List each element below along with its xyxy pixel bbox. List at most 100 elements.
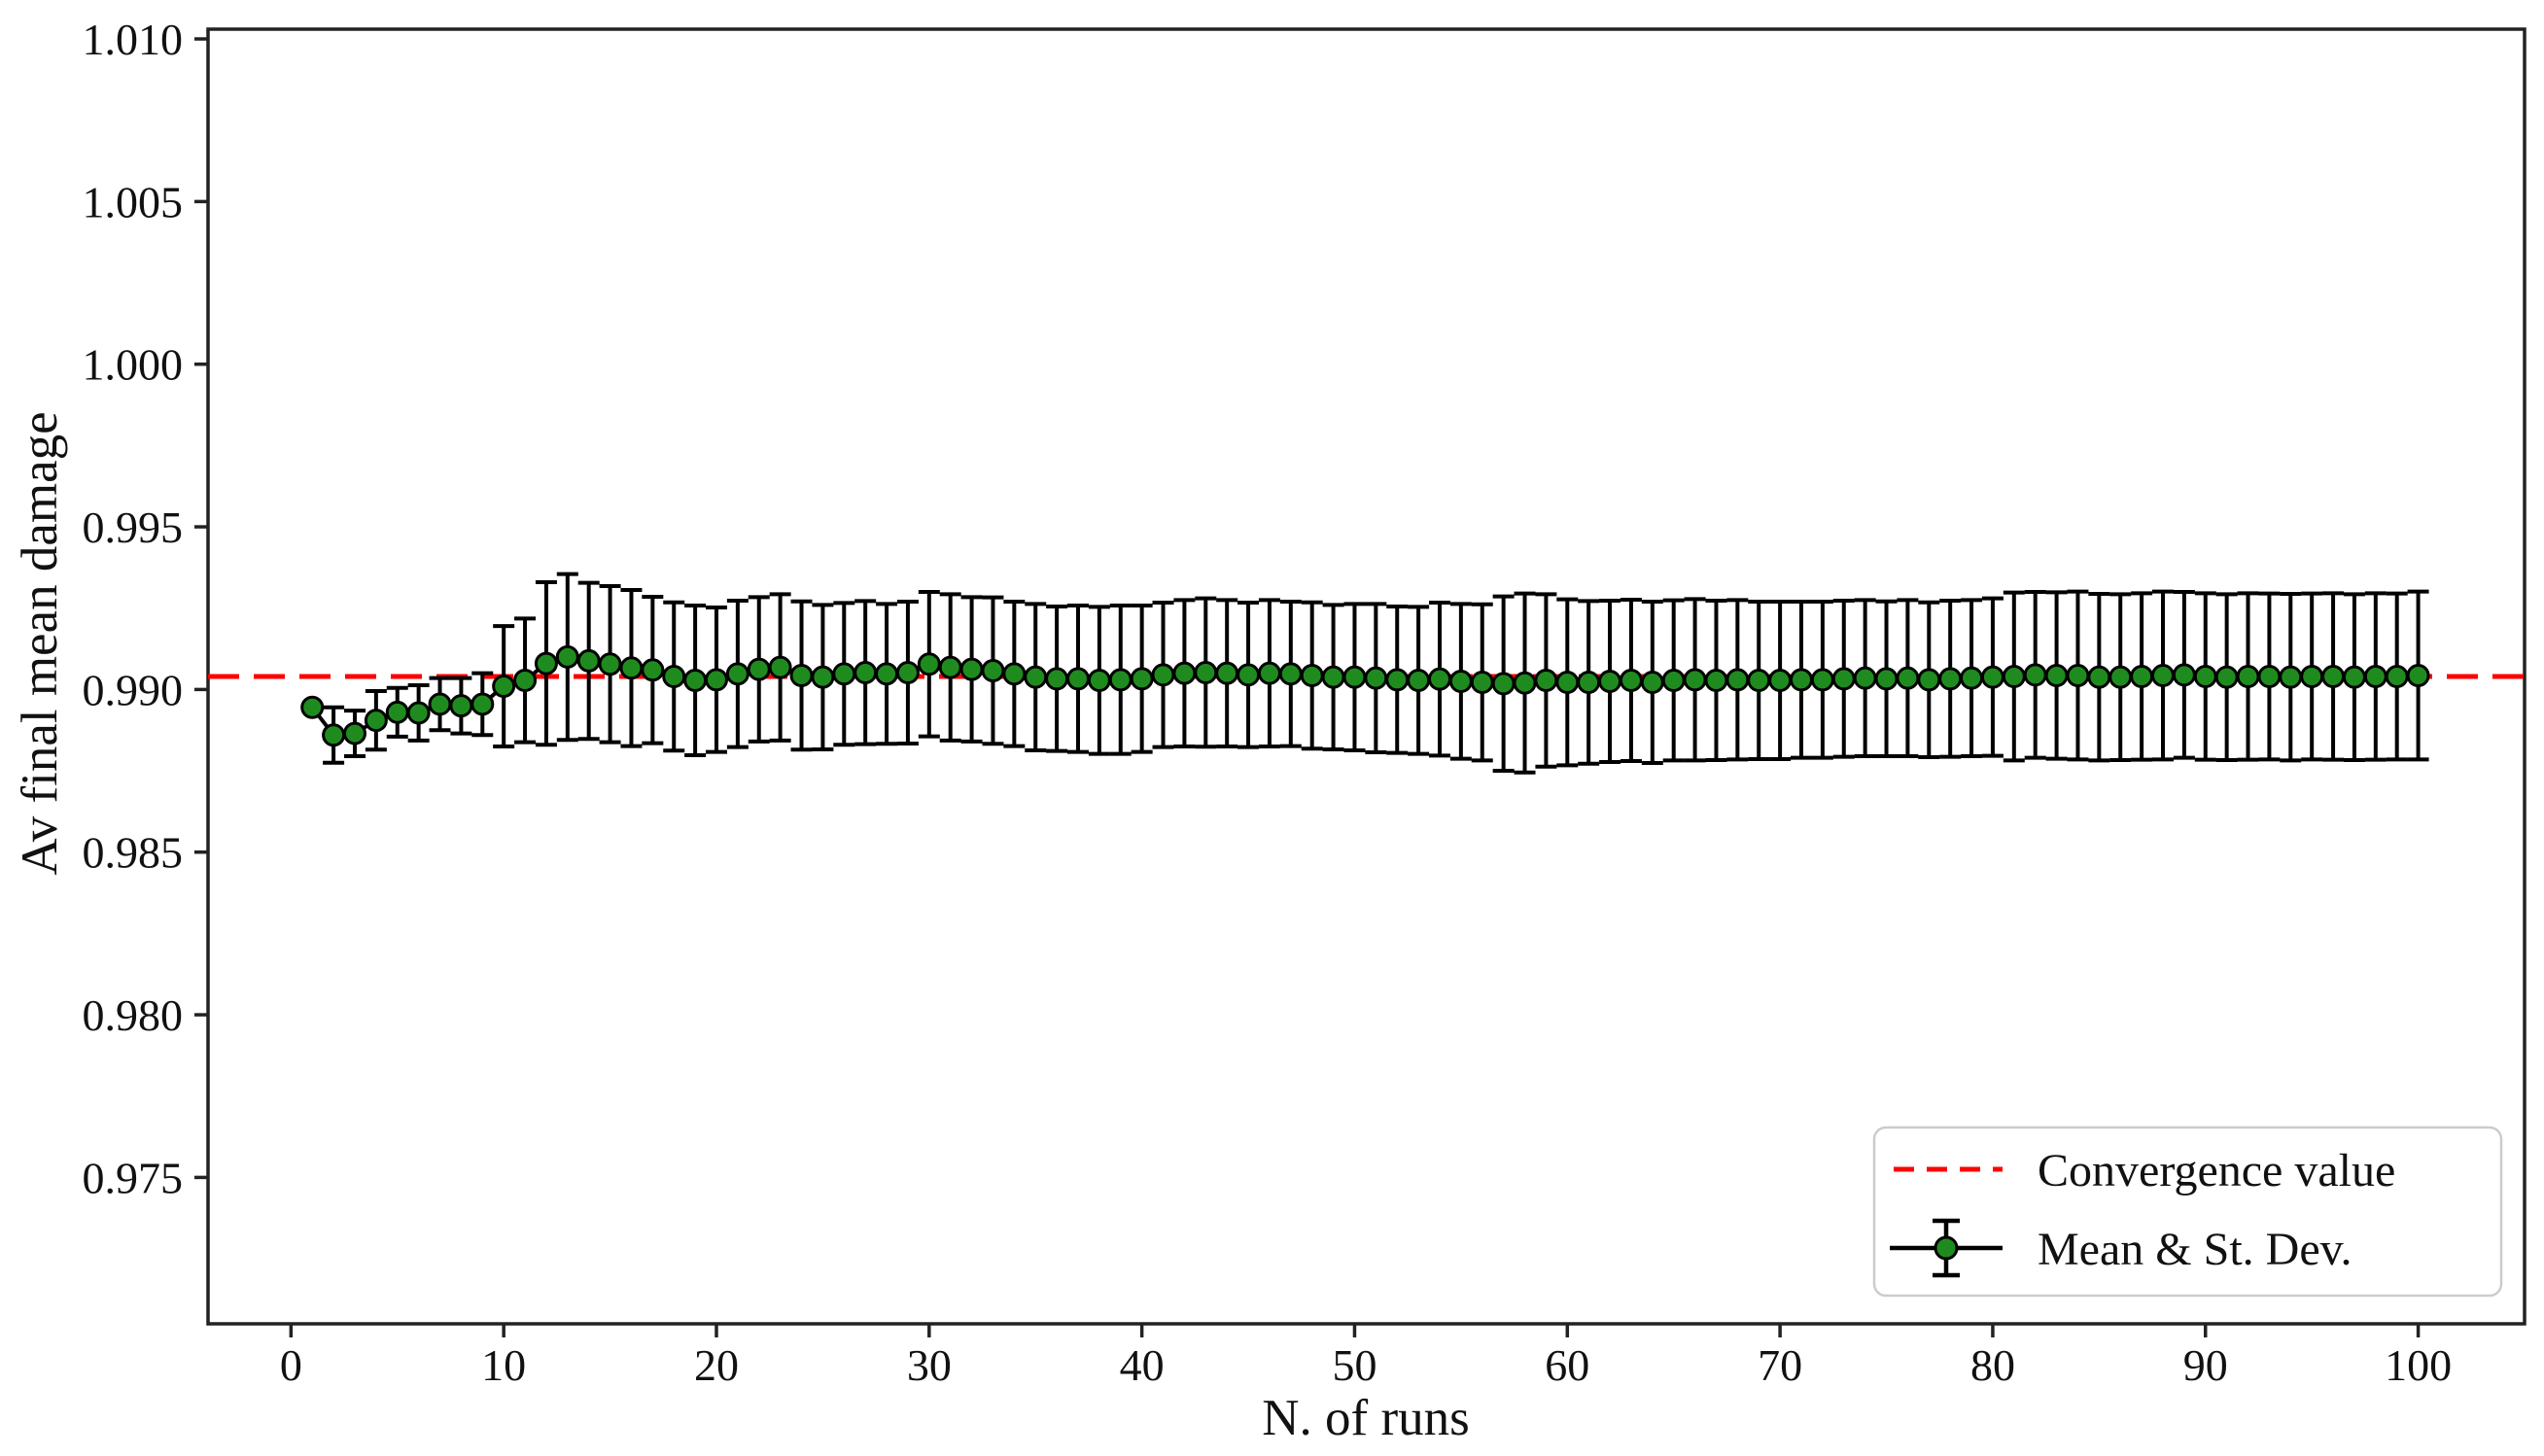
data-point-marker [1598,670,1622,694]
data-point-marker [1427,667,1451,691]
legend: Convergence value Mean & St. Dev. [1872,1126,2503,1298]
data-point-marker [875,662,899,686]
x-tick-label: 20 [694,1340,739,1390]
data-point-marker [1938,667,1963,691]
data-point-marker [385,700,409,724]
data-point-marker [2236,665,2260,688]
data-point-marker [1619,669,1643,693]
x-tick-label: 50 [1332,1340,1377,1390]
data-point-marker [1810,668,1834,692]
data-point-marker [768,655,792,679]
data-point-marker [364,709,388,733]
data-point-marker [641,658,665,682]
data-point-marker [1002,662,1027,686]
data-point-marker [2150,663,2175,687]
data-point-marker [1960,666,1984,690]
y-tick-label: 0.975 [83,1153,184,1202]
data-point-marker [2087,665,2111,689]
data-point-marker [895,660,920,684]
data-point-marker [1640,671,1664,695]
data-point-marker [1874,667,1899,691]
data-point-marker [1172,661,1197,685]
x-axis-ticks: 0 10 20 30 40 50 60 70 80 90 100 [280,1324,2452,1390]
data-point-marker [2214,665,2239,689]
data-point-marker [704,668,728,692]
data-point-marker [2300,665,2324,688]
data-point-marker [1385,668,1410,692]
data-point-marker [1896,666,1920,690]
x-axis-title: N. of runs [1262,1390,1469,1446]
data-point-marker [1448,670,1473,694]
data-point-marker [1278,662,1303,686]
data-point-marker [1513,671,1537,695]
data-point-marker [2257,665,2282,688]
data-point-marker [662,665,686,688]
data-point-marker [2108,665,2133,689]
data-point-marker [1555,671,1580,695]
data-point-marker [2002,665,2026,688]
data-point-marker [2363,665,2387,688]
data-point-marker [981,658,1005,682]
data-point-marker [1237,663,1261,687]
data-point-marker [2321,665,2346,688]
data-point-marker [342,721,366,745]
data-point-marker [598,652,622,676]
data-point-marker [1831,667,1856,691]
data-point-marker [959,657,984,681]
data-point-marker [854,660,878,684]
legend-errorbar-sample [1890,1218,2003,1278]
data-point-marker [1087,669,1111,693]
data-point-marker [1151,663,1175,687]
data-point-marker [1257,661,1281,685]
data-point-marker [1065,667,1090,691]
data-point-marker [2342,665,2366,689]
data-point-marker [2130,665,2154,688]
data-point-marker [1768,669,1793,693]
x-tick-label: 90 [2183,1340,2228,1390]
data-point-marker [2066,663,2090,687]
data-point-marker [428,692,452,716]
data-point-marker [1045,667,1069,691]
data-point-marker [1917,668,1941,692]
data-point-marker [1321,665,1345,689]
legend-errorbar-marker [1934,1235,1959,1261]
data-point-marker [576,648,601,673]
data-point-marker [449,694,473,718]
data-point-marker [2406,663,2430,687]
legend-label-convergence: Convergence value [2038,1145,2395,1196]
data-point-marker [300,695,325,719]
x-tick-label: 10 [481,1340,526,1390]
data-point-marker [1980,665,2004,689]
data-point-marker [1108,668,1133,692]
data-point-marker [1024,665,1048,689]
data-point-marker [2044,663,2069,687]
data-point-marker [1725,668,1750,692]
data-point-marker [1577,671,1601,695]
data-point-marker [1364,666,1388,690]
data-point-marker [1300,663,1324,687]
y-tick-label: 1.005 [83,177,184,226]
x-tick-label: 0 [280,1340,302,1390]
x-tick-label: 100 [2385,1340,2452,1390]
y-tick-label: 1.010 [83,15,184,64]
data-point-marker [2023,663,2047,687]
data-point-marker [938,655,962,679]
data-point-marker [322,723,346,747]
data-point-marker [917,652,941,676]
legend-label-mean-stdev: Mean & St. Dev. [2038,1224,2352,1275]
data-point-marker [470,692,495,716]
data-point-marker [2385,665,2409,688]
data-point-marker [1853,666,1877,690]
data-point-marker [1215,661,1239,685]
data-point-marker [1407,669,1431,693]
data-point-marker [1683,668,1707,692]
data-point-marker [1194,660,1218,684]
x-tick-label: 40 [1120,1340,1165,1390]
x-tick-label: 60 [1545,1340,1589,1390]
data-point-marker [1534,669,1558,693]
data-point-marker [406,701,431,725]
data-point-marker [2193,665,2217,688]
data-point-marker [811,665,835,689]
